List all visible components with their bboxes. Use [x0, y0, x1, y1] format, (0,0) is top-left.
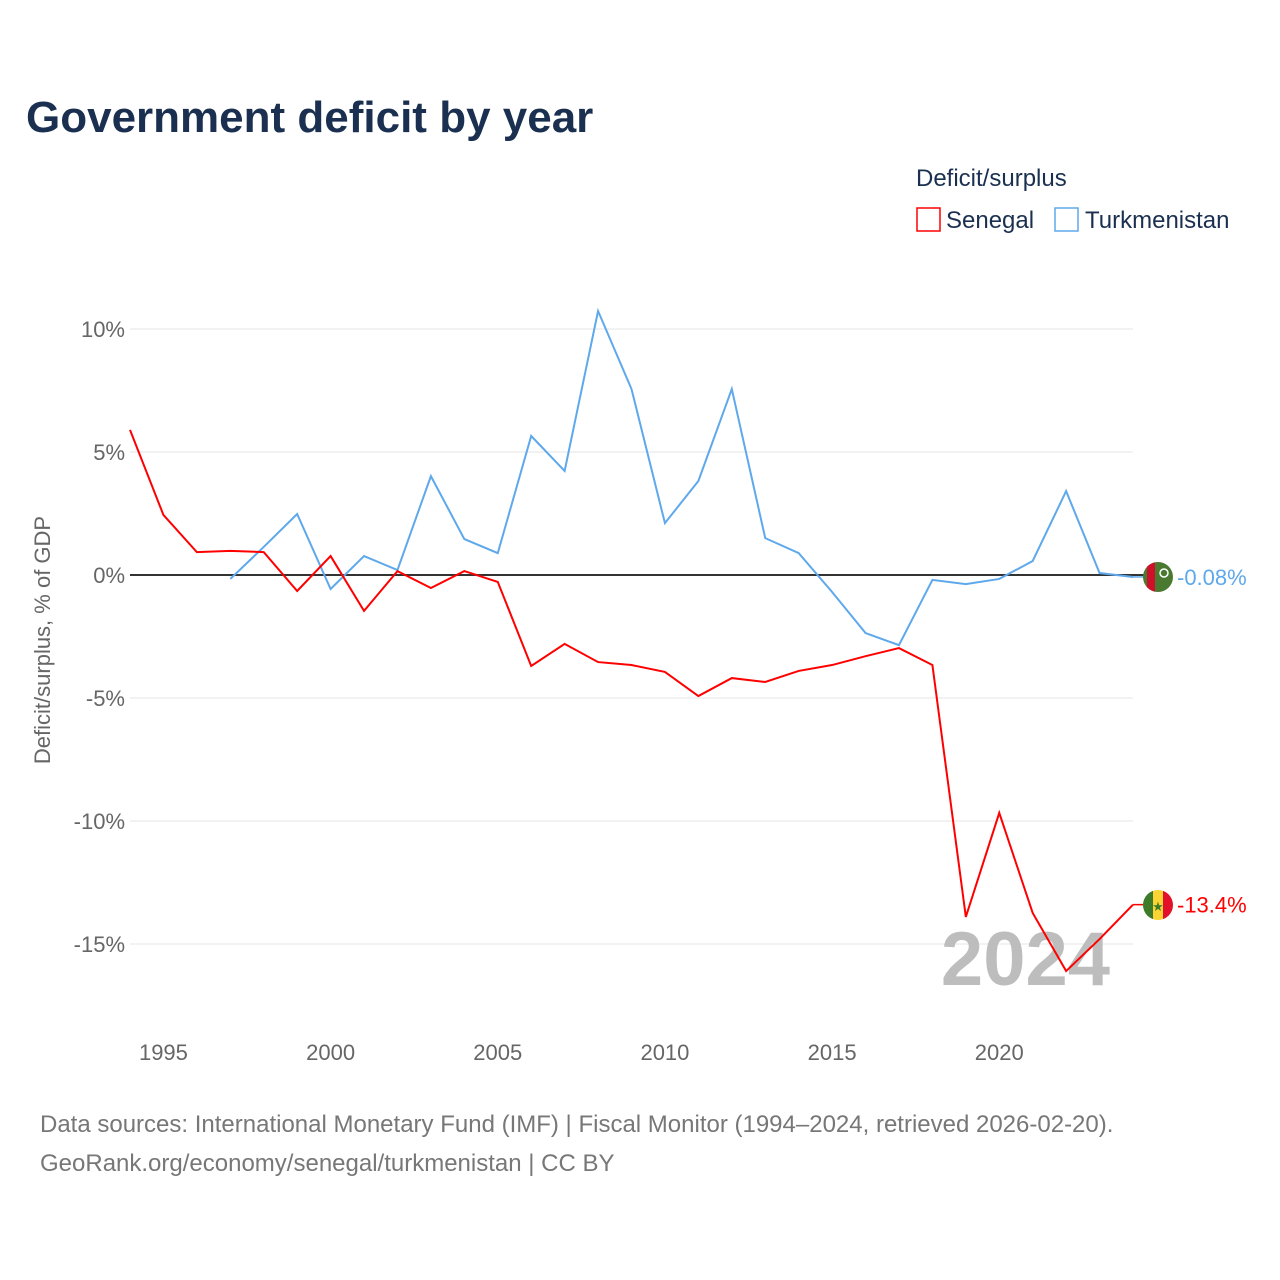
legend-label-senegal: Senegal: [946, 207, 1034, 234]
data-point: [663, 670, 667, 674]
y-tick-label: -10%: [74, 809, 125, 834]
legend-label-turkmenistan: Turkmenistan: [1085, 207, 1230, 234]
data-point: [630, 663, 634, 667]
data-point: [1098, 937, 1102, 941]
legend-item-senegal[interactable]: Senegal: [916, 207, 1034, 234]
data-point: [496, 551, 500, 555]
data-point: [128, 428, 132, 432]
data-point: [329, 554, 333, 558]
data-point: [462, 537, 466, 541]
data-point: [429, 586, 433, 590]
data-point: [596, 309, 600, 313]
data-point: [897, 646, 901, 650]
x-tick-label: 2010: [640, 1040, 689, 1065]
data-point: [864, 631, 868, 635]
data-point: [529, 664, 533, 668]
data-point: [1031, 559, 1035, 563]
end-label-senegal: -13.4%: [1177, 893, 1247, 918]
data-point: [1031, 911, 1035, 915]
data-point: [1098, 571, 1102, 575]
data-point: [964, 582, 968, 586]
data-point: [696, 479, 700, 483]
x-tick-label: 2005: [473, 1040, 522, 1065]
data-point: [395, 569, 399, 573]
data-point: [797, 551, 801, 555]
data-point: [362, 554, 366, 558]
data-point: [930, 578, 934, 582]
data-point: [696, 694, 700, 698]
data-point: [362, 609, 366, 613]
data-point: [1064, 489, 1068, 493]
data-point: [262, 545, 266, 549]
data-point: [295, 512, 299, 516]
chart-title: Government deficit by year: [26, 93, 593, 142]
legend-item-turkmenistan[interactable]: Turkmenistan: [1054, 207, 1230, 234]
x-tick-label: 2000: [306, 1040, 355, 1065]
data-point: [429, 474, 433, 478]
x-tick-label: 2015: [808, 1040, 857, 1065]
data-point: [228, 549, 232, 553]
end-label-turkmenistan: -0.08%: [1177, 565, 1247, 590]
data-point: [730, 676, 734, 680]
data-point: [496, 580, 500, 584]
footer-sources: Data sources: International Monetary Fun…: [40, 1111, 1113, 1138]
legend-swatch-senegal: [916, 207, 941, 232]
data-point: [964, 915, 968, 919]
y-tick-label: 10%: [81, 317, 125, 342]
data-point: [997, 577, 1001, 581]
data-point: [830, 663, 834, 667]
turkmenistan-flag-icon: [1143, 562, 1173, 592]
data-point: [763, 536, 767, 540]
data-point: [1064, 969, 1068, 973]
svg-text:★: ★: [1152, 899, 1164, 914]
year-watermark: 2024: [941, 917, 1110, 1002]
y-tick-label: 5%: [93, 440, 125, 465]
data-point: [563, 469, 567, 473]
data-point: [529, 434, 533, 438]
footer-link[interactable]: GeoRank.org/economy/senegal/turkmenistan…: [40, 1150, 615, 1177]
y-tick-label: -15%: [74, 932, 125, 957]
series-line-turkmenistan: [229, 307, 1134, 647]
y-axis-label: Deficit/surplus, % of GDP: [30, 516, 55, 764]
data-point: [596, 660, 600, 664]
y-tick-label: 0%: [93, 563, 125, 588]
series-line-senegal: [129, 429, 1134, 973]
senegal-flag-icon: ★: [1143, 890, 1173, 920]
data-point: [563, 642, 567, 646]
data-point: [462, 569, 466, 573]
data-point: [763, 680, 767, 684]
data-point: [195, 550, 199, 554]
data-point: [228, 577, 232, 581]
data-point: [295, 589, 299, 593]
x-tick-label: 1995: [139, 1040, 188, 1065]
data-point: [797, 669, 801, 673]
data-point: [997, 811, 1001, 815]
legend-swatch-turkmenistan: [1054, 207, 1079, 232]
data-point: [730, 387, 734, 391]
data-point: [864, 654, 868, 658]
y-tick-label: -5%: [86, 686, 125, 711]
data-point: [830, 590, 834, 594]
data-point: [630, 387, 634, 391]
legend-title: Deficit/surplus: [916, 165, 1067, 192]
data-point: [663, 521, 667, 525]
data-point: [329, 587, 333, 591]
data-point: [930, 663, 934, 667]
data-point: [262, 550, 266, 554]
data-point: [161, 513, 165, 517]
x-tick-label: 2020: [975, 1040, 1024, 1065]
